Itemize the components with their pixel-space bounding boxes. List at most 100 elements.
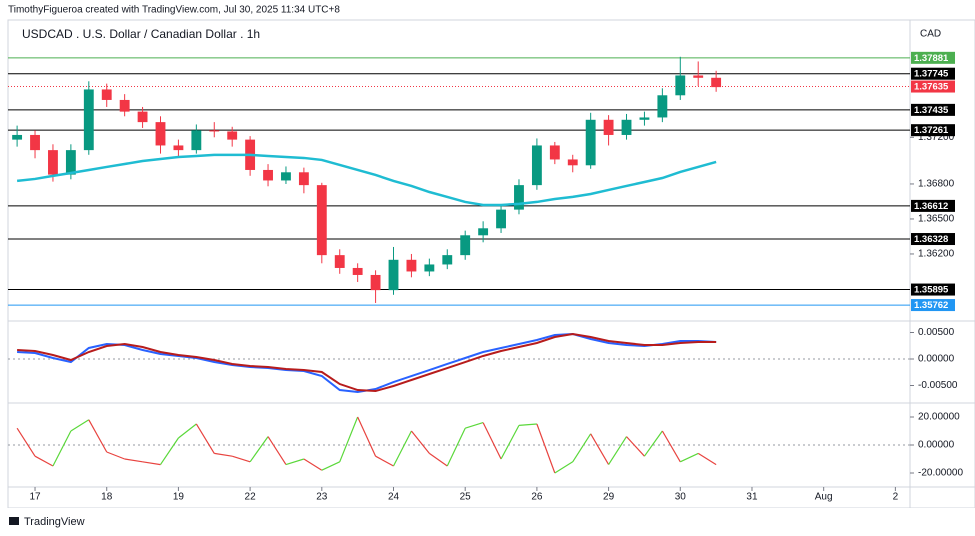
candle-body bbox=[30, 134, 40, 151]
candle-body bbox=[603, 119, 614, 135]
candle-body bbox=[711, 77, 722, 88]
oscillator-segment bbox=[626, 436, 645, 457]
level-label-box bbox=[911, 124, 955, 137]
candle-body bbox=[48, 150, 58, 175]
oscillator-segment bbox=[232, 455, 251, 463]
candle-body bbox=[209, 130, 220, 132]
oscillator-segment bbox=[249, 436, 269, 463]
y-tick-label: 1.36200 bbox=[918, 249, 955, 260]
x-tick-label: 30 bbox=[675, 492, 687, 503]
candle-body bbox=[101, 89, 112, 100]
oscillator-segment bbox=[590, 433, 610, 465]
candle-body bbox=[65, 150, 76, 175]
oscillator-segment bbox=[357, 416, 377, 457]
oscillator-segment bbox=[178, 423, 197, 439]
oscillator-segment bbox=[214, 452, 233, 457]
x-tick-label: 31 bbox=[746, 492, 758, 503]
x-tick-label: 23 bbox=[316, 492, 328, 503]
level-label-box bbox=[911, 233, 955, 246]
candle-body bbox=[137, 111, 148, 123]
oscillator-segment bbox=[572, 433, 592, 463]
oscillator-segment bbox=[643, 430, 663, 457]
oscillator-segment bbox=[321, 461, 340, 471]
level-label: 1.35762 bbox=[914, 300, 948, 311]
oscillator-segment bbox=[465, 422, 484, 429]
oscillator-segment bbox=[482, 422, 502, 460]
candle-body bbox=[567, 159, 578, 166]
header-bar bbox=[0, 0, 975, 20]
level-label-box bbox=[911, 80, 955, 93]
y-tick-label: 1.36500 bbox=[918, 214, 955, 225]
oscillator-segment bbox=[518, 423, 537, 426]
candle-body bbox=[316, 185, 327, 256]
x-tick-label: 26 bbox=[531, 492, 543, 503]
y-tick-label: 20.00000 bbox=[918, 412, 960, 423]
oscillator-segment bbox=[392, 430, 412, 467]
level-label-box bbox=[911, 67, 955, 80]
moving-average bbox=[16, 153, 717, 207]
candle-body bbox=[639, 117, 650, 120]
oscillator-segment bbox=[429, 452, 448, 467]
x-tick-label: 24 bbox=[388, 492, 400, 503]
indicator-line bbox=[17, 332, 717, 393]
level-label-box bbox=[911, 103, 955, 116]
candle-body bbox=[298, 172, 309, 186]
x-tick-label: Aug bbox=[815, 492, 833, 503]
candle-body bbox=[496, 209, 506, 229]
y-tick-label: 0.00000 bbox=[918, 354, 955, 365]
oscillator-segment bbox=[70, 419, 90, 432]
candle-body bbox=[549, 145, 560, 160]
footer-bar bbox=[0, 508, 975, 536]
oscillator-segment bbox=[410, 430, 430, 454]
currency-label: CAD bbox=[920, 29, 941, 40]
y-tick-label: -0.00500 bbox=[918, 380, 958, 391]
candle-body bbox=[621, 119, 632, 135]
candle-body bbox=[83, 89, 94, 151]
oscillator-segment bbox=[554, 461, 574, 474]
oscillator-segment bbox=[34, 455, 54, 467]
y-tick-label: 0.00500 bbox=[918, 327, 955, 338]
oscillator-segment bbox=[339, 416, 359, 463]
candle-body bbox=[281, 172, 291, 181]
candle-body bbox=[352, 267, 363, 275]
oscillator-segment bbox=[697, 452, 717, 466]
candle-body bbox=[370, 274, 381, 291]
oscillator-segment bbox=[285, 458, 305, 466]
chart-title: USDCAD . U.S. Dollar / Canadian Dollar .… bbox=[22, 27, 260, 41]
level-label: 1.37881 bbox=[914, 53, 949, 64]
oscillator-segment bbox=[608, 436, 628, 465]
candle-body bbox=[191, 130, 202, 151]
y-tick-label: 1.37200 bbox=[918, 132, 955, 143]
candle-body bbox=[693, 75, 704, 78]
oscillator-segment bbox=[124, 458, 143, 463]
oscillator-segment bbox=[106, 451, 125, 460]
x-tick-label: 25 bbox=[460, 492, 472, 503]
x-tick-label: 2 bbox=[893, 492, 899, 503]
candle-body bbox=[119, 99, 130, 112]
level-label: 1.37435 bbox=[914, 105, 949, 116]
x-tick-label: 18 bbox=[101, 492, 113, 503]
level-label-box bbox=[911, 283, 955, 296]
candle-body bbox=[478, 228, 489, 236]
candle-body bbox=[388, 259, 399, 291]
x-tick-label: 17 bbox=[29, 492, 41, 503]
oscillator-segment bbox=[52, 430, 72, 467]
level-label: 1.37745 bbox=[914, 69, 949, 80]
level-label: 1.35895 bbox=[914, 285, 949, 296]
level-label: 1.36328 bbox=[914, 234, 948, 245]
oscillator-segment bbox=[88, 419, 108, 453]
candle-body bbox=[675, 75, 686, 96]
candle-body bbox=[585, 119, 596, 166]
header-text: TimothyFigueroa created with TradingView… bbox=[8, 5, 340, 16]
y-tick-label: 0.00000 bbox=[918, 440, 955, 451]
candle-body bbox=[155, 122, 166, 146]
oscillator-segment bbox=[680, 452, 699, 463]
oscillator-segment bbox=[536, 423, 556, 474]
candle-body bbox=[406, 259, 417, 272]
candle-body bbox=[460, 235, 471, 256]
level-label: 1.36612 bbox=[914, 201, 948, 212]
x-tick-label: 29 bbox=[603, 492, 615, 503]
candle-body bbox=[263, 169, 273, 181]
